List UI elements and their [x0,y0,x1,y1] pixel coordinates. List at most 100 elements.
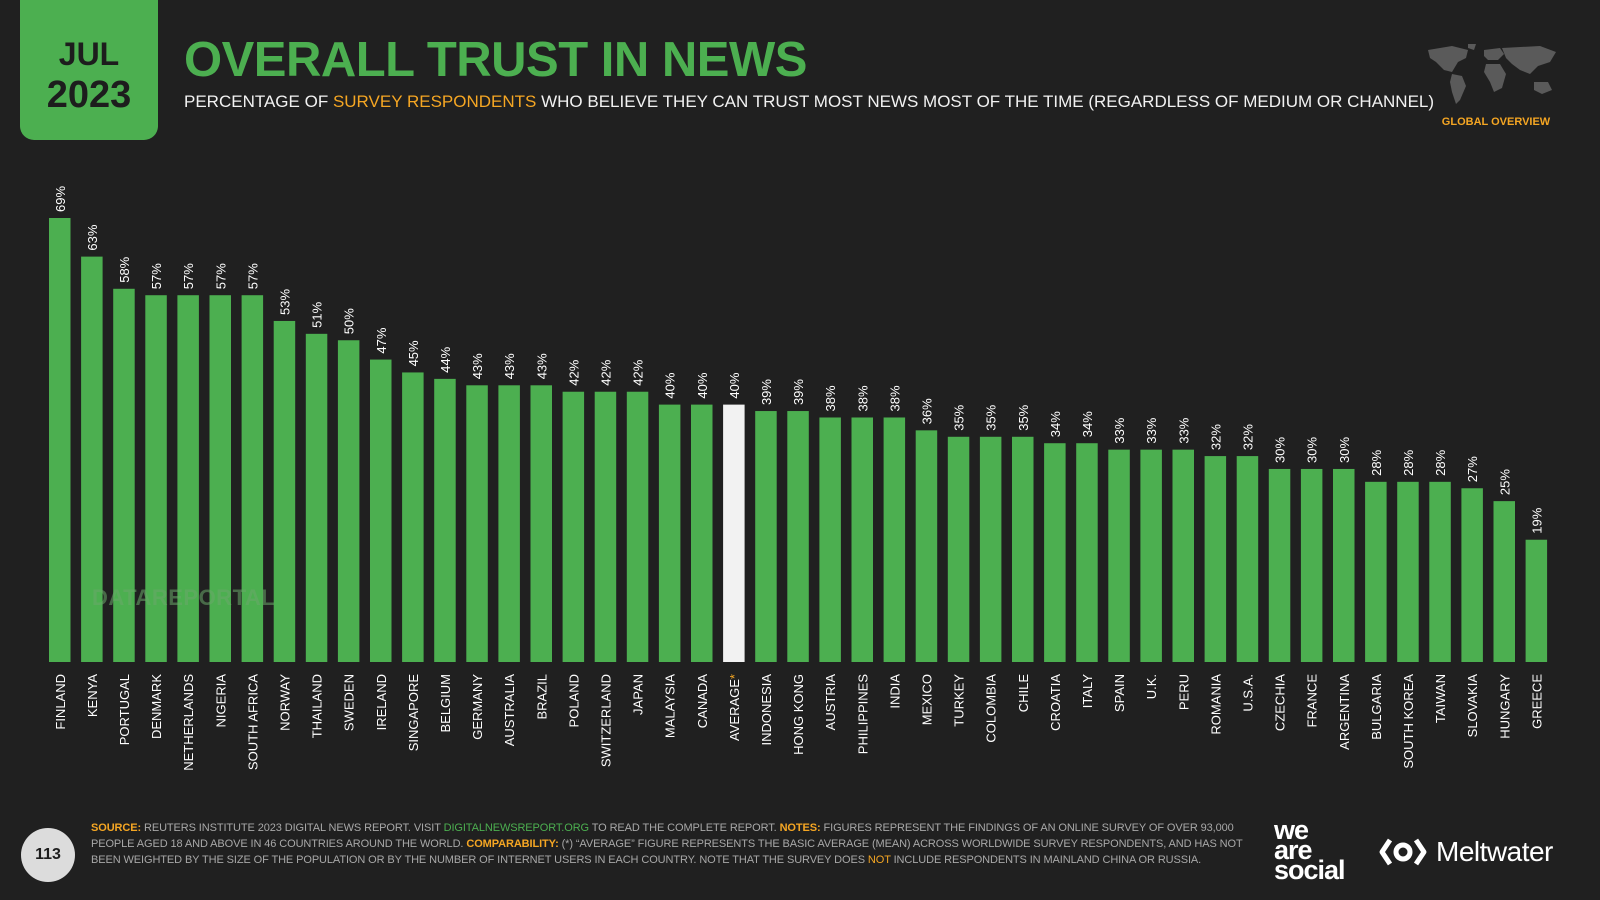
page-number: 113 [21,828,75,882]
category-label: U.S.A. [1240,674,1255,712]
value-label: 40% [695,372,710,398]
bar [1525,539,1548,662]
bar [145,295,167,662]
bar [979,436,1002,662]
bar [1365,481,1387,662]
value-label: 42% [598,359,613,385]
category-label: HONG KONG [791,674,806,755]
value-label: 42% [566,359,581,385]
comparability-label: COMPARABILITY: [466,838,559,850]
comparability-text-2: INCLUDE RESPONDENTS IN MAINLAND CHINA OR… [890,854,1202,866]
category-label: PERU [1176,674,1191,710]
source-link[interactable]: DIGITALNEWSREPORT.ORG [443,822,590,834]
value-label: 44% [438,346,453,372]
bar [1204,456,1227,662]
date-badge: JUL 2023 [20,0,158,140]
bar [305,333,328,662]
bar [562,391,585,662]
comparability-not: NOT [867,854,891,866]
value-label: 47% [374,327,389,353]
value-label: 34% [1048,411,1063,437]
value-label: 33% [1176,417,1191,443]
bar [370,359,392,662]
value-label: 30% [1305,436,1320,462]
value-label: 57% [245,263,260,289]
value-label: 33% [1144,417,1159,443]
bar [755,411,777,662]
value-label: 35% [1016,404,1031,430]
bar [1044,443,1066,662]
datareportal-watermark: DATAREPORTAL [92,585,275,611]
category-label: ARGENTINA [1337,674,1352,750]
notes-label: NOTES: [779,822,821,834]
bar [1461,488,1483,662]
category-label: CZECHIA [1273,674,1288,731]
value-label: 30% [1273,436,1288,462]
bar [1429,481,1451,662]
value-label: 43% [470,353,485,379]
category-label: TURKEY [952,674,967,727]
bar [594,391,617,662]
category-label: SLOVAKIA [1465,674,1480,738]
category-label: BELGIUM [438,674,453,733]
bar [1076,443,1098,662]
value-label: 50% [342,308,357,334]
category-label: BRAZIL [534,674,549,720]
category-label: CROATIA [1048,674,1063,731]
bar [177,295,199,662]
date-year: 2023 [46,74,132,116]
source-label: SOURCE: [91,822,142,834]
value-label: 57% [149,263,164,289]
meltwater-logo: Meltwater [1376,836,1553,868]
bar [402,372,424,662]
bar-chart: 69% FINLAND 63% KENYA 58% PORTUGAL 57% DENMARK 5… [49,186,1548,771]
category-label: BULGARIA [1369,674,1384,740]
category-label: MEXICO [919,674,934,725]
value-label: 69% [53,186,68,212]
category-label: AVERAGE* [727,674,742,741]
bar [947,436,970,662]
category-label: ITALY [1080,674,1095,709]
bar [466,385,488,662]
value-label: 39% [759,379,774,405]
bar [273,320,296,662]
was-line-2: are [1274,835,1313,865]
subtitle-post: WHO BELIEVE THEY CAN TRUST MOST NEWS MOS… [536,92,1435,111]
value-label: 30% [1337,436,1352,462]
value-label: 43% [534,353,549,379]
value-label: 57% [181,263,196,289]
bar [787,411,809,662]
source-text-2: TO READ THE COMPLETE REPORT. [589,822,780,834]
category-label: U.K. [1144,674,1159,699]
bar [1236,456,1259,662]
notes-text: FIGURES REPRESENT THE FINDINGS OF AN ONL… [91,822,1234,850]
category-label: SWITZERLAND [598,674,613,767]
was-line-3: social [1274,855,1346,885]
value-label: 38% [887,385,902,411]
bar [626,391,649,662]
category-label: COLOMBIA [984,674,999,743]
bar [530,385,552,662]
category-label: FINLAND [53,674,68,730]
value-label: 32% [1208,424,1223,450]
bar [1012,436,1034,662]
bar [49,218,71,662]
value-label: 28% [1401,449,1416,475]
bar [1140,449,1162,662]
footnote: SOURCE: REUTERS INSTITUTE 2023 DIGITAL N… [91,820,1251,868]
category-label: SOUTH AFRICA [245,674,260,770]
bar-average [723,404,745,662]
value-label: 51% [310,301,325,327]
value-label: 35% [984,404,999,430]
we-are-social-logo: we are social [1274,817,1346,885]
bar [1300,468,1323,662]
value-label: 25% [1497,469,1512,495]
world-map-icon [1428,44,1556,104]
value-label: 33% [1112,417,1127,443]
bar [1397,481,1419,662]
category-label: CANADA [695,674,710,729]
value-label: 36% [919,398,934,424]
bar [209,295,231,662]
value-label: 39% [791,379,806,405]
category-label: NIGERIA [213,674,228,728]
